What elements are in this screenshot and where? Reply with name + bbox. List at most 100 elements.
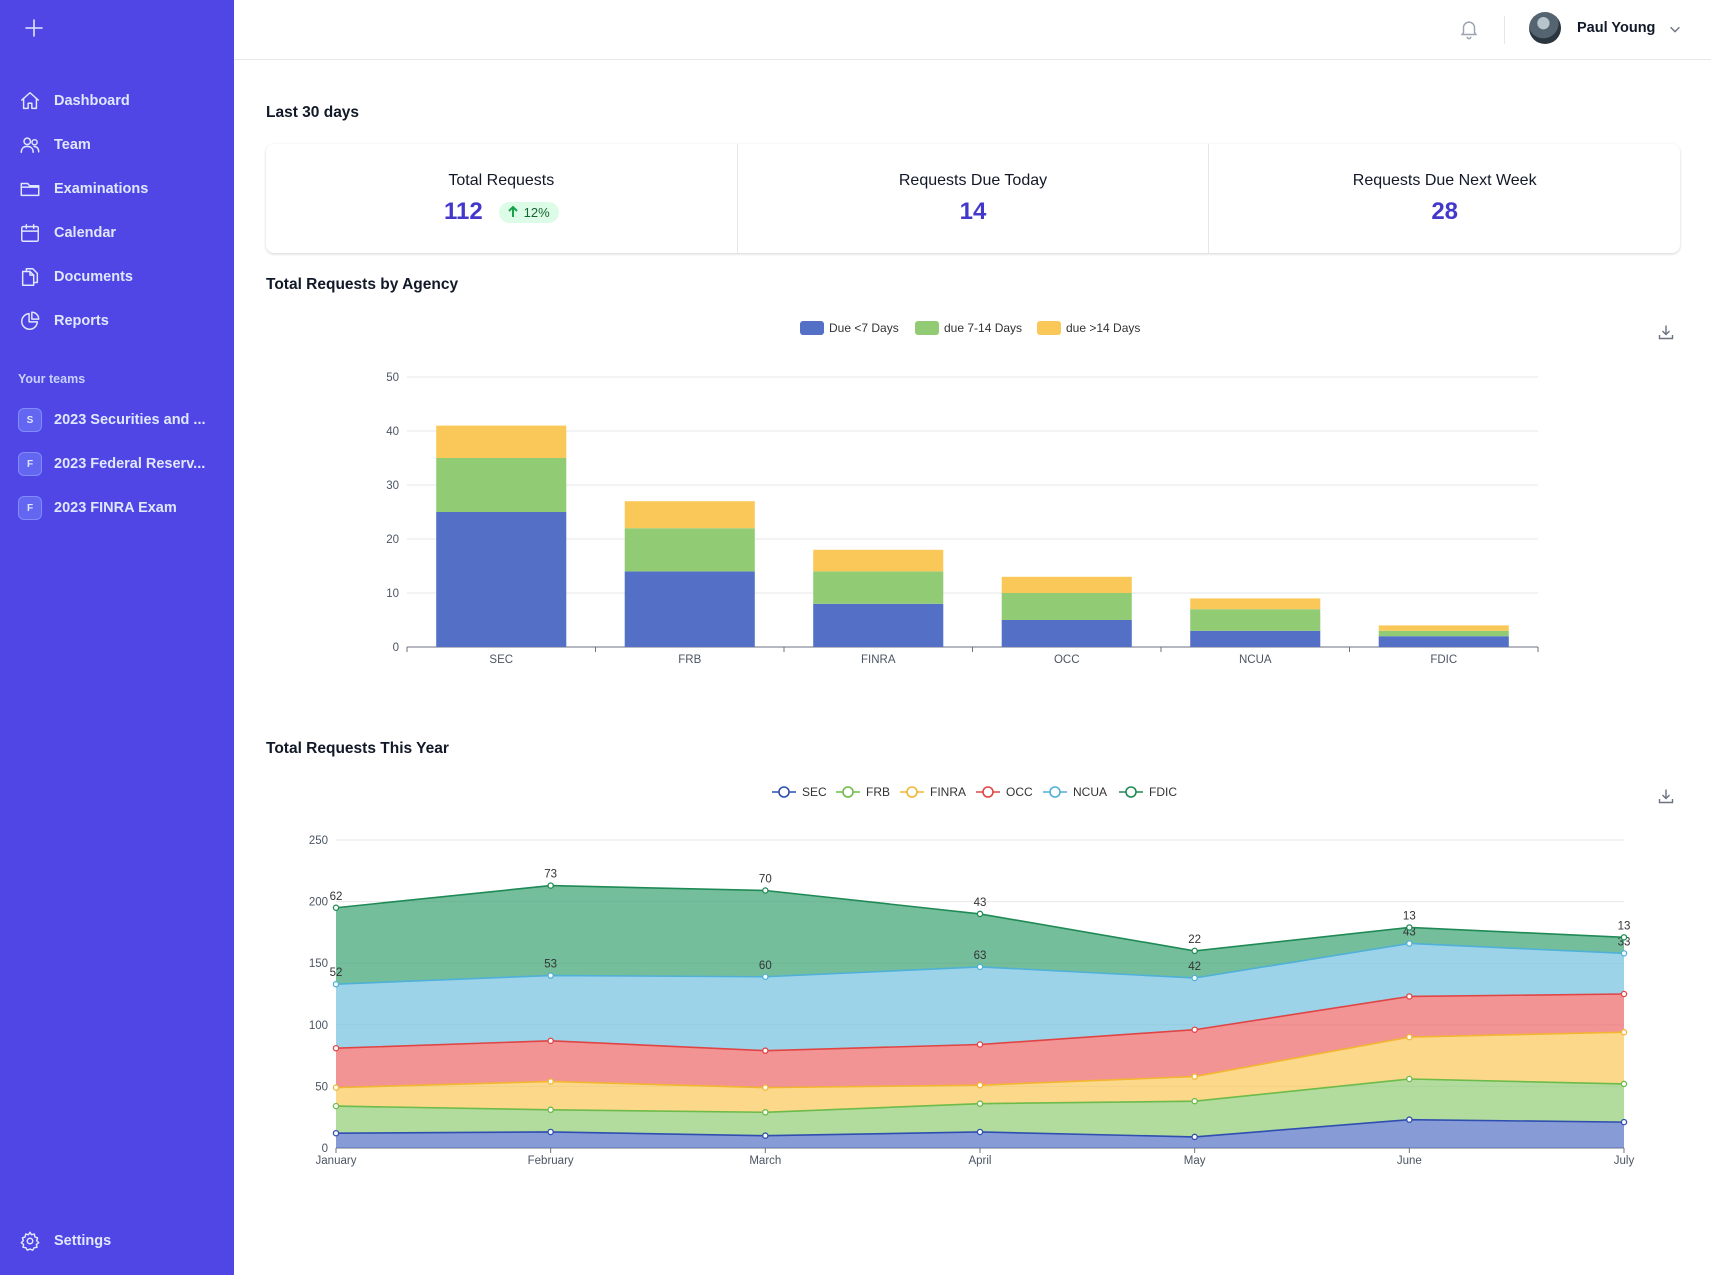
legend-label: FINRA	[930, 785, 966, 799]
data-label: 62	[330, 891, 343, 903]
sidebar-item-dashboard[interactable]: Dashboard	[18, 83, 218, 119]
data-point	[547, 972, 554, 979]
x-tick-label: FRB	[678, 654, 701, 666]
data-label: 43	[974, 897, 987, 909]
area-band	[336, 1032, 1624, 1113]
data-point	[976, 910, 984, 918]
legend-label: SEC	[802, 785, 827, 799]
bar-segment	[1378, 636, 1509, 647]
bar-chart: 0 10 20 30 40 50 SEC FRB FINRA OCC NCUA FDIC Due <7 …	[386, 321, 1539, 666]
stat-due-next-week: Requests Due Next Week 28	[1209, 144, 1680, 253]
data-point	[762, 1084, 769, 1091]
data-point	[976, 963, 984, 971]
avatar[interactable]	[1529, 12, 1561, 44]
data-point	[1406, 1075, 1413, 1083]
data-point	[1620, 1080, 1628, 1088]
bar-segment	[1190, 630, 1321, 647]
legend-swatch	[800, 321, 824, 335]
stat-due-today: Requests Due Today 14	[738, 144, 1210, 253]
data-point	[332, 1102, 340, 1110]
team-item-securities[interactable]: S 2023 Securities and ...	[18, 402, 218, 438]
team-item-federal-reserve[interactable]: F 2023 Federal Reserv...	[18, 446, 218, 482]
user-name[interactable]: Paul Young	[1577, 20, 1656, 36]
stat-value: 112	[443, 198, 483, 225]
bar-segment	[1190, 598, 1321, 610]
bar-segment	[624, 501, 755, 529]
bar-segment	[813, 571, 944, 604]
x-tick-label: July	[1614, 1155, 1635, 1167]
data-point	[1620, 1028, 1628, 1036]
data-point	[332, 980, 340, 988]
data-point	[762, 1109, 769, 1116]
y-tick-label: 20	[386, 534, 399, 546]
data-point	[762, 1047, 769, 1054]
data-point	[332, 904, 340, 912]
x-tick-label: April	[968, 1155, 991, 1167]
data-point	[1620, 1118, 1628, 1126]
sidebar-item-calendar[interactable]: Calendar	[18, 215, 218, 251]
chevron-down-icon[interactable]	[1668, 22, 1684, 38]
data-point	[1191, 1133, 1198, 1141]
data-point	[332, 1084, 340, 1091]
stat-total-requests: Total Requests 112 12%	[266, 144, 738, 253]
bar-segment	[1378, 630, 1509, 637]
y-tick-label: 100	[309, 1020, 328, 1032]
stat-label: Requests Due Next Week	[1352, 172, 1537, 189]
data-point	[547, 1037, 554, 1045]
x-tick-label: June	[1397, 1155, 1422, 1167]
data-point	[547, 1128, 554, 1136]
bar-segment	[624, 571, 755, 647]
data-point	[976, 1100, 984, 1107]
y-tick-label: 200	[309, 897, 328, 909]
legend-marker	[1049, 786, 1061, 798]
stat-label: Total Requests	[448, 172, 555, 189]
legend-marker	[982, 786, 994, 798]
download-icon[interactable]	[1658, 789, 1674, 804]
data-point	[1620, 934, 1628, 941]
x-tick-label: OCC	[1054, 654, 1080, 666]
bar-segment	[624, 528, 755, 572]
sidebar-item-label: Calendar	[54, 225, 117, 241]
sidebar-item-label: Settings	[54, 1233, 112, 1249]
download-icon[interactable]	[1658, 325, 1674, 340]
sidebar-item-label: Dashboard	[54, 93, 130, 109]
data-point	[1191, 1073, 1198, 1080]
data-label: 22	[1188, 934, 1201, 946]
y-tick-label: 10	[386, 588, 399, 600]
stat-value: 28	[1431, 198, 1459, 225]
team-badge: F	[18, 452, 42, 476]
sidebar-item-label: Reports	[54, 313, 109, 329]
data-point	[976, 1081, 984, 1089]
sidebar-item-documents[interactable]: Documents	[18, 259, 218, 295]
bar-segment	[436, 458, 567, 512]
sidebar-item-team[interactable]: Team	[18, 127, 218, 163]
data-label: 52	[330, 967, 343, 979]
data-label: 33	[1618, 936, 1631, 948]
legend-label: due 7-14 Days	[944, 321, 1022, 335]
data-point	[976, 1128, 984, 1136]
data-point	[547, 882, 554, 889]
data-label: 13	[1403, 910, 1416, 922]
y-tick-label: 50	[315, 1081, 328, 1093]
team-item-finra[interactable]: F 2023 FINRA Exam	[18, 490, 218, 526]
bar-segment	[1190, 609, 1321, 631]
legend-label: OCC	[1006, 785, 1033, 799]
data-point	[1191, 1026, 1198, 1033]
sidebar-item-settings[interactable]: Settings	[18, 1223, 218, 1259]
area-band	[336, 1079, 1624, 1137]
sidebar-item-examinations[interactable]: Examinations	[18, 171, 218, 207]
sidebar: Dashboard Team Examinations Calendar Doc…	[0, 0, 234, 1275]
sidebar-item-reports[interactable]: Reports	[18, 303, 218, 339]
data-point	[332, 1129, 340, 1137]
area-band	[336, 994, 1624, 1088]
data-label: 73	[544, 869, 557, 881]
legend-marker	[906, 786, 918, 798]
data-point	[1620, 990, 1628, 998]
data-label: 60	[759, 960, 772, 972]
data-label: 42	[1188, 961, 1201, 973]
data-label: 43	[1403, 926, 1416, 938]
data-point	[332, 1044, 340, 1052]
add-icon[interactable]	[24, 18, 44, 38]
data-label: 63	[974, 950, 987, 962]
bell-icon[interactable]	[1458, 18, 1482, 42]
